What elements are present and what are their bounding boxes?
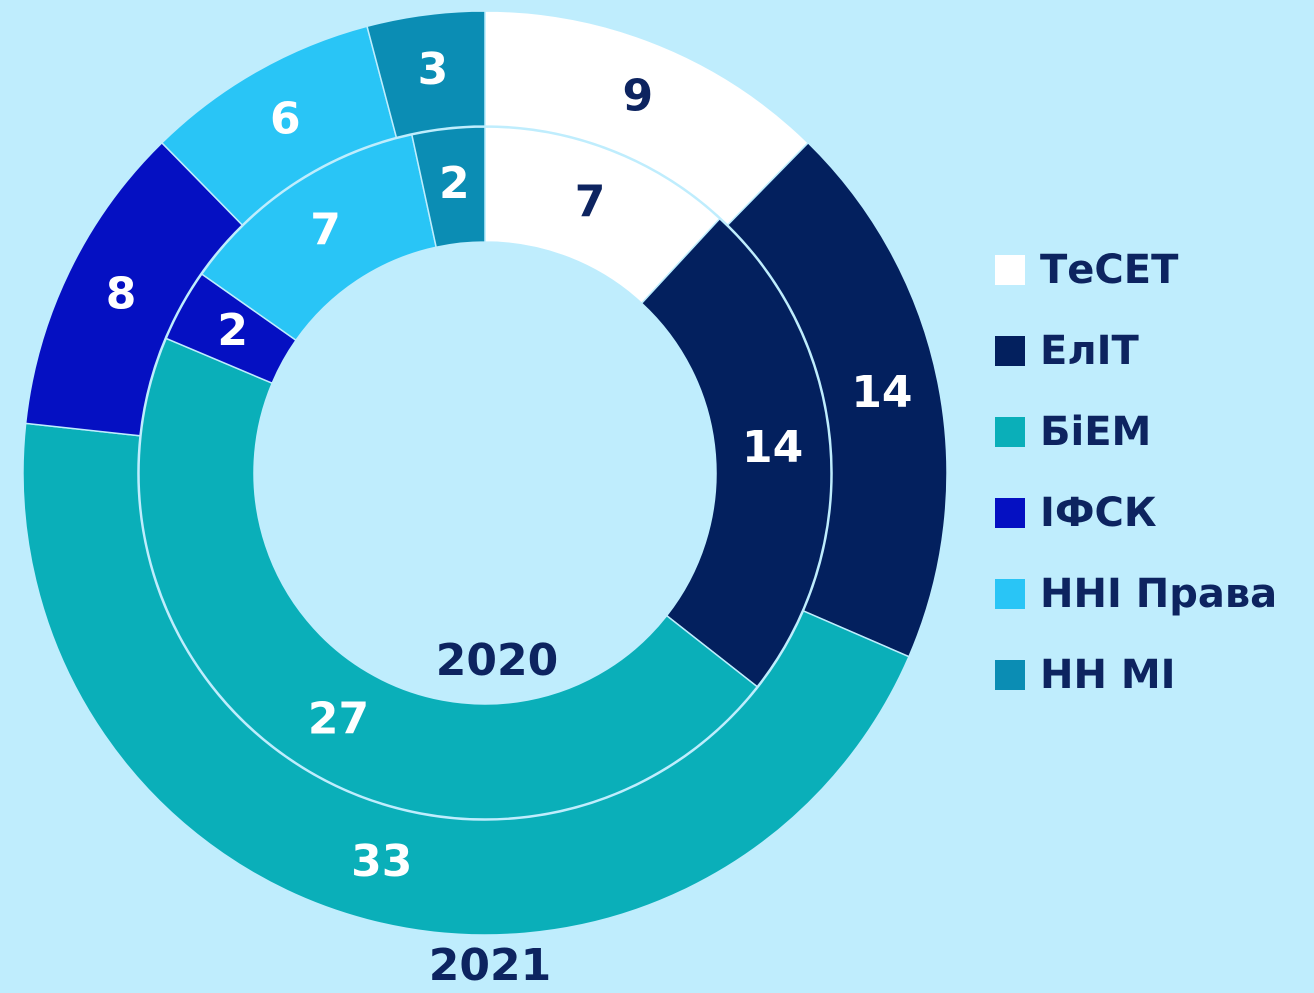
data-label: 14 — [851, 367, 912, 418]
ring-label: 2021 — [429, 940, 551, 991]
data-label: 2 — [217, 305, 248, 356]
legend-swatch — [995, 336, 1025, 366]
data-label: 27 — [308, 694, 369, 745]
legend-label: БіЕМ — [1040, 409, 1151, 455]
donut-slice — [410, 126, 486, 249]
data-label: 14 — [742, 422, 803, 473]
data-label: 6 — [270, 93, 301, 144]
data-label: 8 — [106, 268, 137, 319]
donut-slice — [22, 422, 910, 936]
legend-label: НН МІ — [1040, 652, 1176, 698]
data-label: 2 — [439, 158, 470, 209]
legend-swatch — [995, 255, 1025, 285]
legend-label: ЕлІТ — [1040, 328, 1140, 374]
data-label: 7 — [575, 176, 606, 227]
legend-swatch — [995, 579, 1025, 609]
data-label: 33 — [351, 836, 412, 887]
donut-slice — [138, 337, 759, 820]
legend-swatch — [995, 498, 1025, 528]
legend-swatch — [995, 417, 1025, 447]
legend-label: ТеСЕТ — [1040, 247, 1179, 293]
donut-slice — [726, 141, 948, 658]
ring-label: 2020 — [436, 635, 558, 686]
donut-slice — [640, 217, 832, 688]
data-label: 7 — [310, 205, 341, 256]
data-label: 3 — [418, 44, 449, 95]
legend-label: ІФСК — [1040, 490, 1157, 536]
legend-swatch — [995, 660, 1025, 690]
legend-label: ННІ Права — [1040, 571, 1277, 617]
donut-slice — [366, 10, 486, 139]
data-label: 9 — [622, 70, 653, 121]
